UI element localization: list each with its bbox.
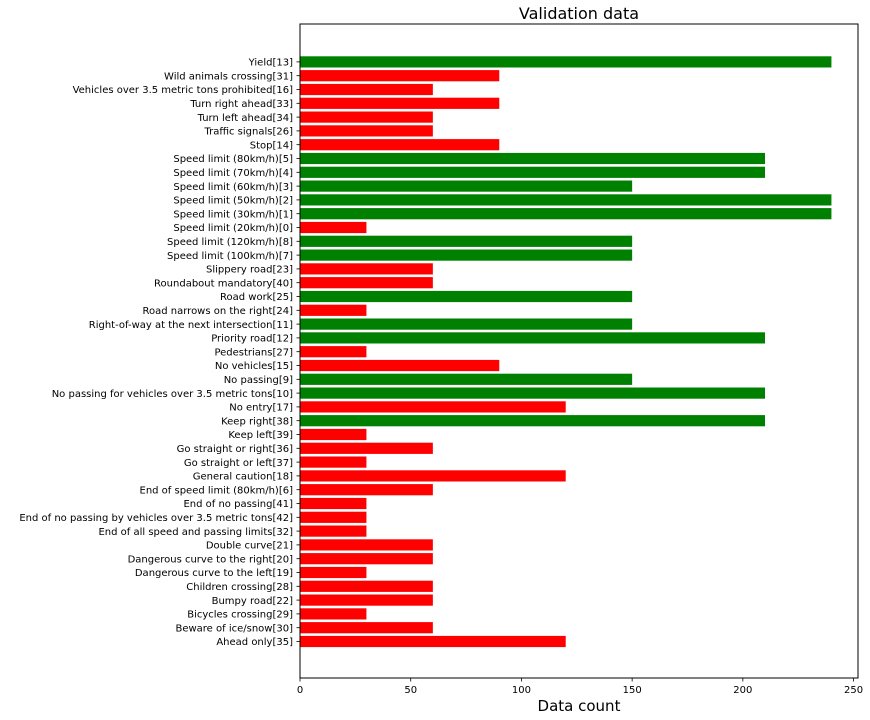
y-tick-label: Speed limit (50km/h)[2] (173, 196, 293, 207)
y-tick-label: Ahead only[35] (216, 637, 293, 648)
bar (300, 553, 433, 565)
bars-group (300, 56, 832, 648)
y-tick-label: No passing[9] (224, 375, 293, 386)
x-tick-label: 150 (623, 685, 642, 696)
bar (300, 290, 633, 303)
y-tick-label: Speed limit (70km/h)[4] (173, 168, 293, 179)
bar (300, 56, 832, 68)
bar (300, 442, 433, 454)
y-tick-label: Bicycles crossing[29] (187, 610, 293, 621)
bar (300, 539, 433, 551)
chart-title: Validation data (519, 4, 639, 23)
bar (300, 415, 765, 427)
y-tick-label: Go straight or left[37] (184, 458, 293, 469)
bar (300, 622, 433, 634)
y-tick-labels: Ahead only[35] Beware of ice/snow[30] Bicy… (19, 58, 300, 648)
x-axis-label: Data count (538, 697, 621, 715)
bar (300, 263, 433, 275)
bar (300, 304, 367, 316)
y-tick-label: No entry[17] (229, 403, 293, 414)
y-tick-label: Dangerous curve to the right[20] (128, 554, 294, 565)
y-tick-label: Speed limit (20km/h)[0] (173, 223, 293, 234)
bar (300, 470, 566, 482)
bar (300, 566, 367, 579)
y-tick-label: Vehicles over 3.5 metric tons prohibited… (73, 85, 294, 96)
bar (300, 401, 566, 413)
y-tick-label: Keep right[38] (221, 416, 293, 427)
y-tick-label: Roundabout mandatory[40] (154, 278, 293, 289)
bar (300, 139, 500, 151)
y-tick-label: Children crossing[28] (186, 582, 293, 593)
bar (300, 235, 633, 247)
y-tick-label: Speed limit (60km/h)[3] (173, 182, 293, 193)
bar (300, 83, 433, 96)
plot-frame (299, 23, 859, 679)
y-tick-label: Double curve[21] (206, 541, 293, 552)
y-tick-label: No passing for vehicles over 3.5 metric … (52, 389, 293, 400)
y-tick-label: End of all speed and passing limits[32] (98, 527, 293, 538)
x-tick-label: 250 (844, 685, 863, 696)
bar (300, 152, 765, 165)
bar (300, 456, 367, 468)
bar (300, 208, 832, 220)
bar (300, 387, 765, 399)
y-tick-label: Speed limit (80km/h)[5] (173, 154, 293, 165)
x-ticks: 0 50 100 150 200 250 (297, 678, 863, 696)
y-tick-label: No vehicles[15] (215, 361, 293, 372)
y-tick-label: Go straight or right[36] (177, 444, 294, 455)
bar (300, 221, 367, 234)
y-tick-label: Road narrows on the right[24] (143, 306, 294, 317)
bar (300, 70, 500, 82)
bar (300, 318, 633, 330)
bar (300, 484, 433, 496)
bar (300, 111, 433, 123)
y-tick-label: Road work[25] (220, 292, 293, 303)
y-tick-label: Speed limit (100km/h)[7] (167, 251, 293, 262)
x-tick-label: 100 (512, 685, 531, 696)
y-tick-label: Speed limit (30km/h)[1] (173, 209, 293, 220)
bar (300, 608, 367, 620)
y-tick-label: Turn right ahead[33] (189, 99, 293, 110)
y-tick-label: Slippery road[23] (206, 265, 293, 276)
bar (300, 166, 765, 178)
y-tick-label: Wild animals crossing[31] (164, 71, 293, 82)
bar (300, 373, 633, 385)
y-tick-label: End of speed limit (80km/h)[6] (140, 485, 294, 496)
y-tick-label: End of no passing by vehicles over 3.5 m… (19, 513, 293, 524)
y-tick-label: Yield[13] (248, 58, 293, 69)
bar (300, 249, 633, 261)
bar (300, 511, 367, 523)
bar (300, 180, 633, 192)
bar (300, 194, 832, 206)
x-tick-label: 200 (733, 685, 752, 696)
y-tick-label: Turn left ahead[34] (197, 113, 293, 124)
bar (300, 525, 367, 537)
bar (300, 580, 433, 592)
bar (300, 359, 500, 372)
bar (300, 97, 500, 109)
y-tick-label: End of no passing[41] (183, 499, 293, 510)
y-tick-label: Bumpy road[22] (212, 596, 293, 607)
y-tick-label: Speed limit (120km/h)[8] (167, 237, 293, 248)
bar (300, 277, 433, 289)
y-tick-label: Pedestrians[27] (214, 347, 293, 358)
y-tick-label: Traffic signals[26] (203, 127, 293, 138)
x-tick-label: 0 (297, 685, 303, 696)
y-tick-label: Dangerous curve to the left[19] (135, 568, 293, 579)
x-tick-label: 50 (404, 685, 417, 696)
y-tick-label: Beware of ice/snow[30] (175, 623, 293, 634)
bar (300, 428, 367, 441)
y-tick-label: Priority road[12] (211, 334, 293, 345)
y-tick-label: General caution[18] (193, 472, 293, 483)
bar (300, 635, 566, 648)
y-tick-label: Stop[14] (250, 140, 293, 151)
bar (300, 346, 367, 358)
y-tick-label: Keep left[39] (228, 430, 293, 441)
bar (300, 332, 765, 344)
bar (300, 594, 433, 606)
bar (300, 497, 367, 510)
bar (300, 125, 433, 137)
y-tick-label: Right-of-way at the next intersection[11… (89, 320, 293, 331)
